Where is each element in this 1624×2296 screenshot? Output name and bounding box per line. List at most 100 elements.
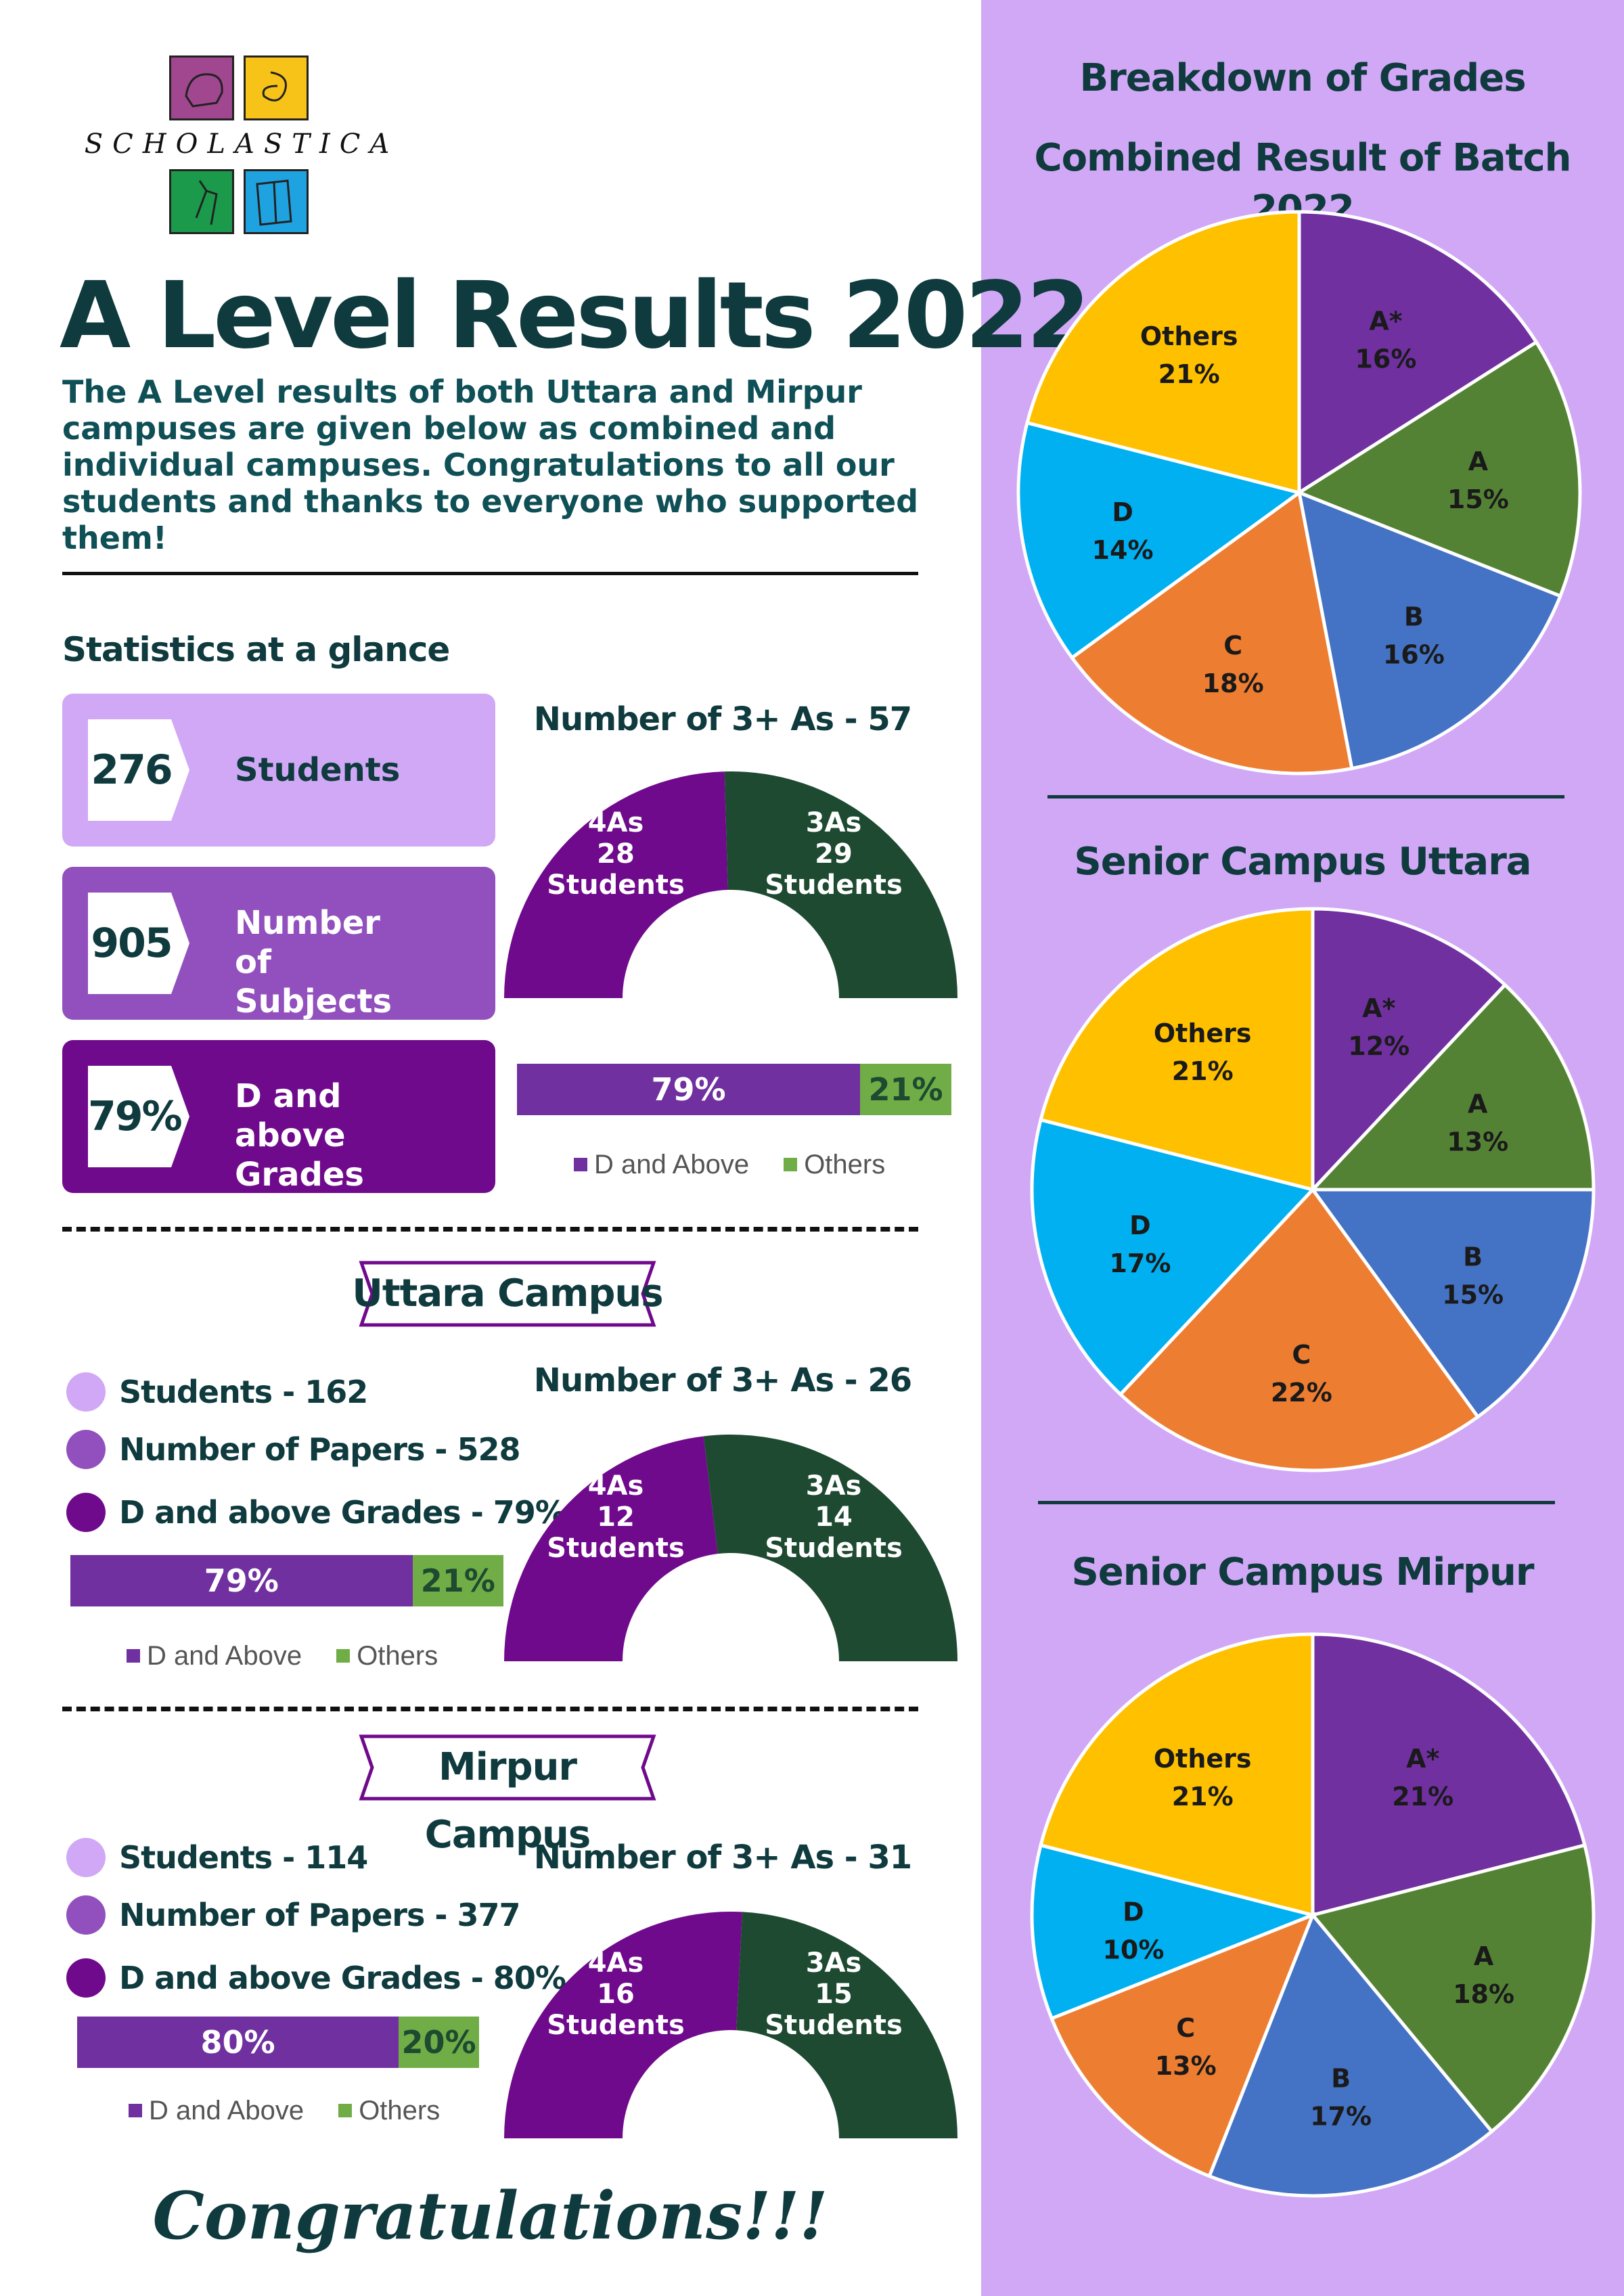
legend-swatch-others (338, 2104, 353, 2118)
gauge-title: Number of 3+ As - 31 (533, 1839, 912, 1876)
pie-slice-a-star (1297, 210, 1539, 496)
mirpur-title-banner: Mirpur Campus (352, 1734, 663, 1857)
pie-slice-b (1309, 1188, 1596, 1420)
gauge-label-3as: 3As (806, 1948, 862, 1979)
gauge-label-3as: Students (765, 1533, 903, 1564)
uttara-stat-text: Students - 162 (119, 1374, 368, 1410)
pie-chart-uttara: A* 12% A 13% B 15% C 22% D 17% Others 21% (1030, 907, 1596, 1472)
pie-slice-others (1038, 907, 1315, 1192)
stats-heading: Statistics at a glance (62, 630, 450, 669)
stat-label: D and above Grades (235, 1077, 364, 1194)
mirpur-stat-text: D and above Grades - 80% (119, 1960, 566, 1996)
stat-value: 276 (91, 746, 173, 794)
stat-label: Students (235, 751, 401, 789)
legend-label-others: Others (804, 1149, 886, 1179)
gauge-label-3as: 3As (806, 807, 862, 838)
pie-slice-a (1295, 340, 1582, 599)
bar-legend: D and Above Others (574, 1148, 912, 1182)
brand-name: SCHOLASTICA (84, 129, 399, 160)
bullet-dot (66, 1838, 106, 1877)
bar-segment-d-and-above: 80% (77, 2017, 399, 2068)
pie-slice-a (1309, 982, 1596, 1192)
pie-slice-label: D (1123, 1897, 1144, 1927)
breakdown-heading: Breakdown of Grades (1079, 56, 1526, 100)
bullet-dot (66, 1895, 106, 1935)
gauge-segment-3as (736, 1912, 957, 2138)
pie-divider (1038, 1501, 1555, 1504)
stat-value-tag: 276 (88, 719, 189, 821)
pie-slice-b (1206, 1912, 1495, 2198)
gauge-label-4as: 16 (597, 1979, 635, 2010)
pie-slice-value: 16% (1383, 640, 1445, 670)
bar-segment-others: 21% (412, 1555, 503, 1606)
grade-bar-chart: 80% 20% (77, 2017, 479, 2068)
pie-slice-label: C (1223, 631, 1242, 660)
pie-slice-others (1024, 210, 1301, 495)
pie-slice-others (1038, 1632, 1315, 1918)
gauge-title: Number of 3+ As - 57 (533, 700, 912, 738)
gauge-label-4as: Students (547, 2010, 685, 2041)
legend-swatch-others (784, 1158, 798, 1172)
section-divider (62, 1707, 918, 1711)
gauge-segment-3as (724, 771, 957, 998)
pie-slice-value: 10% (1102, 1935, 1164, 1965)
pie-slice-a-star (1311, 907, 1508, 1194)
uttara-stat-text: D and above Grades - 79% (119, 1494, 566, 1531)
pie-slice-value: 13% (1447, 1127, 1508, 1157)
pie-slice-label: C (1176, 2013, 1195, 2043)
pie-slice-label: A* (1362, 993, 1395, 1023)
stat-card-subjects: 905 Number of Subjects (62, 867, 495, 1020)
pie-slice-value: 22% (1271, 1378, 1332, 1408)
pie-slice-value: 15% (1442, 1280, 1504, 1310)
legend-swatch-above (129, 2104, 142, 2118)
bar-segment-others: 20% (399, 2017, 479, 2068)
page-title: A Level Results 2022 (60, 263, 1091, 369)
pie-slice-d (1030, 1117, 1316, 1397)
intro-paragraph: The A Level results of both Uttara and M… (62, 374, 919, 556)
gauge-label-4as: Students (547, 1533, 685, 1564)
pie-slice-value: 18% (1202, 669, 1264, 698)
bar-segment-d-and-above: 79% (70, 1555, 413, 1606)
pie-slice-a-star (1311, 1632, 1587, 1918)
legend-label-above: D and Above (147, 1640, 302, 1671)
section-divider (62, 1227, 918, 1232)
gauge-label-4as: 4As (588, 1470, 644, 1502)
mirpur-stat-text: Students - 114 (119, 1839, 368, 1876)
gauge-segment-4as (504, 771, 728, 998)
bullet-dot (66, 1430, 106, 1469)
gauge-segment-4as (504, 1912, 742, 2138)
pie-slice-a (1309, 1843, 1596, 2134)
legend-swatch-others (336, 1649, 351, 1663)
gauge-label-4as: 12 (597, 1502, 635, 1533)
bullet-dot (66, 1958, 106, 1998)
gauge-title: Number of 3+ As - 26 (533, 1361, 912, 1399)
pie-slice-label: Others (1154, 1744, 1252, 1774)
grade-bar-chart: 79% 21% (517, 1064, 951, 1115)
pie-title: Senior Campus Uttara (1074, 840, 1531, 884)
gauge-label-3as: Students (765, 870, 903, 901)
mirpur-stat-text: Number of Papers - 377 (119, 1897, 520, 1933)
gauge-label-4as: 28 (597, 838, 635, 870)
pie-slice-c (1069, 489, 1354, 775)
pie-slice-label: B (1463, 1242, 1483, 1272)
gauge-label-3as: Students (765, 2010, 903, 2041)
uttara-stat-text: Number of Papers - 528 (119, 1431, 520, 1468)
gauge-label-3as: 15 (815, 1979, 853, 2010)
pie-slice-value: 13% (1155, 2051, 1217, 2081)
bar-segment-d-and-above: 79% (517, 1064, 861, 1115)
pie-slice-b (1296, 490, 1563, 771)
pie-slice-label: A (1468, 447, 1489, 476)
bar-segment-others: 21% (860, 1064, 951, 1115)
bullet-dot (66, 1372, 106, 1412)
pie-slice-value: 21% (1392, 1782, 1453, 1811)
stat-label: Number of Subjects (235, 904, 392, 1020)
gauge-label-4as: 4As (588, 1948, 644, 1979)
pie-slice-label: C (1292, 1340, 1311, 1370)
legend-swatch-above (574, 1158, 587, 1172)
logo-tile-purple (169, 55, 234, 120)
mirpur-title: Mirpur Campus (424, 1745, 591, 1857)
pie-slice-label: B (1404, 602, 1424, 632)
gauge-label-4as: 4As (588, 807, 644, 838)
